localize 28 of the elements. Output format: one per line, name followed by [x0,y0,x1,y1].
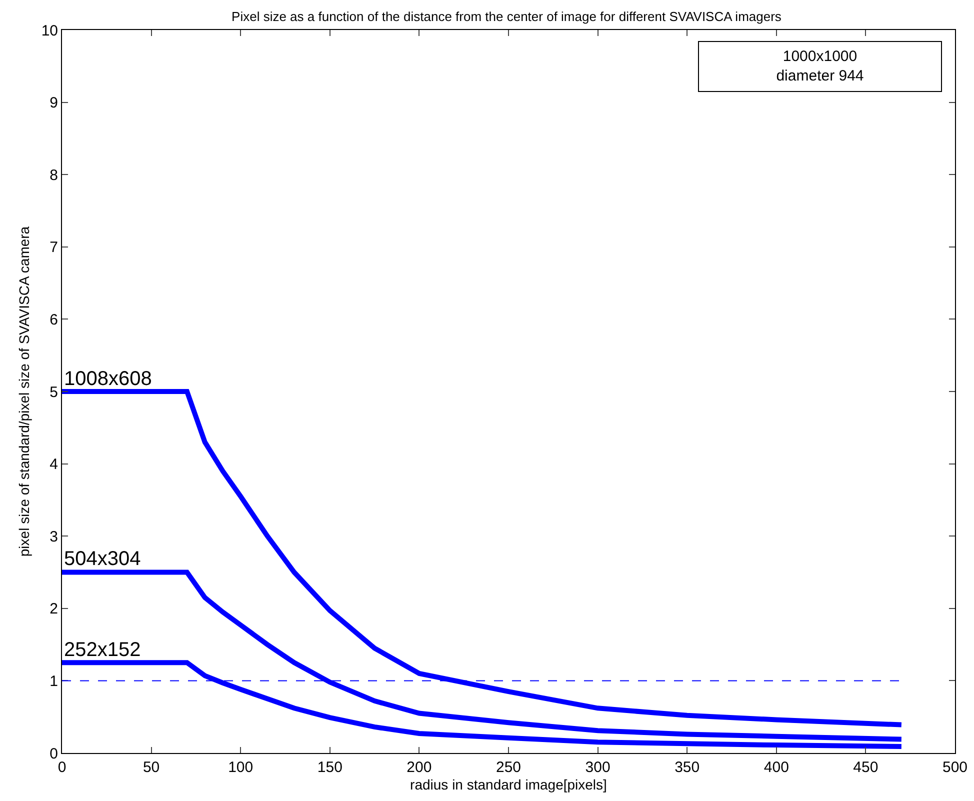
x-tick-label: 350 [674,759,700,776]
y-tick-label: 3 [50,528,58,546]
x-axis-title: radius in standard image[pixels] [410,776,607,792]
x-tick-label: 250 [496,759,522,776]
chart-title: Pixel size as a function of the distance from the center of image for different SVAVISCA imagers [232,9,782,24]
y-tick-label: 0 [50,745,58,762]
x-tick-label: 300 [585,759,610,776]
y-tick-label: 7 [50,239,58,256]
x-tick-label: 100 [228,759,254,776]
series-label: 252x152 [64,639,141,661]
series-label: 504x304 [64,548,141,570]
x-tick-label: 50 [142,759,160,776]
x-tick-label: 200 [406,759,432,776]
x-tick-label: 400 [764,759,789,776]
annotation: 1000x1000 diameter 944 [776,48,864,84]
y-tick-label: 5 [50,384,58,401]
y-tick-label: 2 [50,600,58,618]
y-tick-label: 4 [50,456,58,474]
x-tick-label: 500 [942,759,968,776]
y-tick-label: 9 [50,94,58,112]
y-axis-title: pixel size of standard/pixel size of SVAVISCA camera [16,226,32,557]
series-label: 1008x608 [64,368,152,390]
y-tick-label: 6 [50,311,58,328]
y-tick-label: 8 [50,166,58,184]
y-tick-label: 10 [41,22,58,40]
y-tick-label: 1 [50,672,58,690]
x-tick-label: 450 [853,759,878,776]
x-tick-label: 150 [317,759,342,776]
